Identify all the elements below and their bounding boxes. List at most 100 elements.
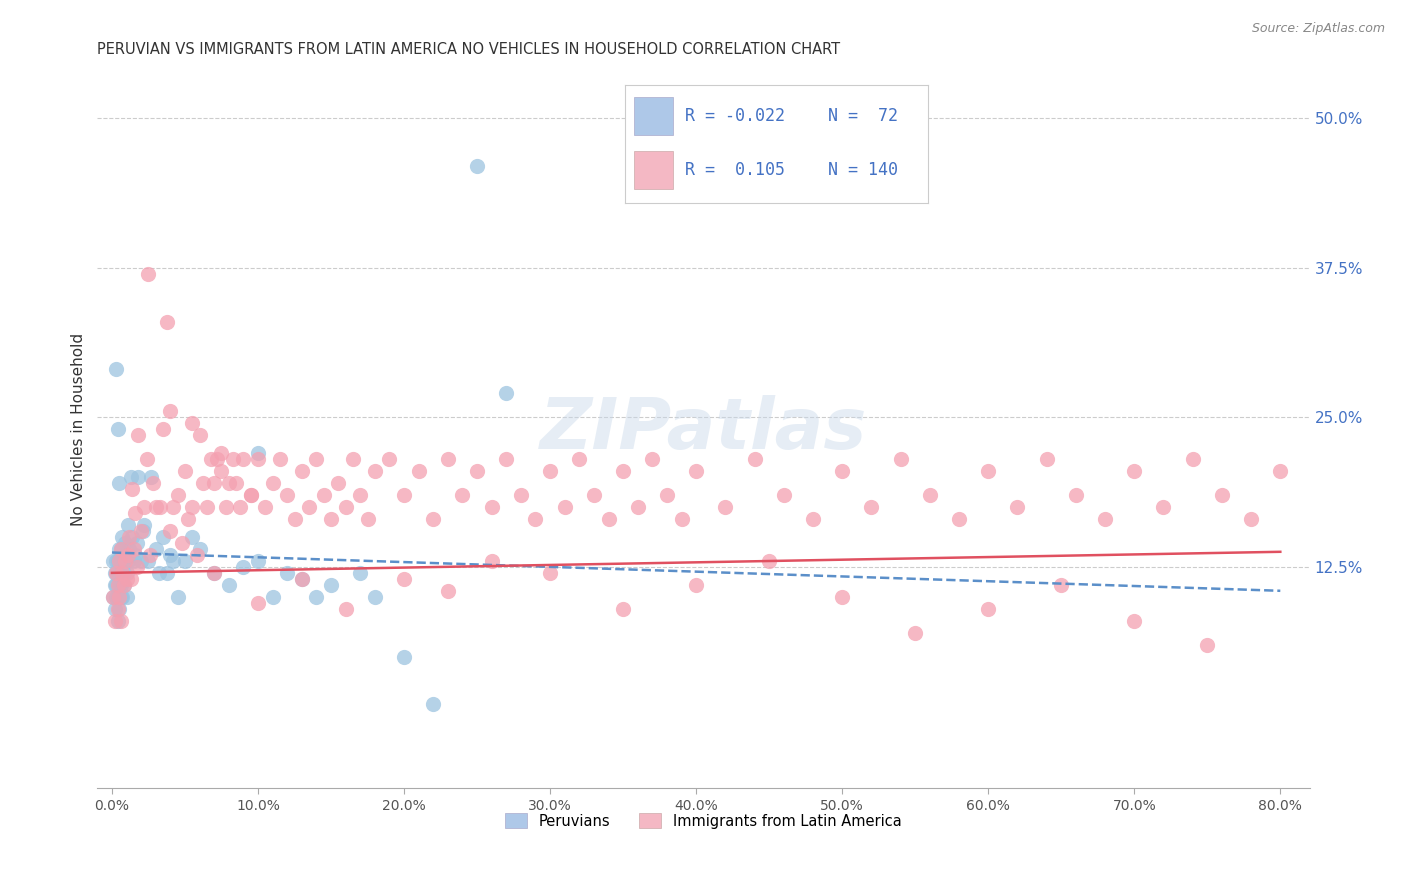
Point (232, 452, 254, 467)
Point (283, 512, 305, 526)
Point (364, 590, 387, 604)
Point (118, 530, 141, 544)
Point (166, 488, 188, 502)
Point (107, 590, 129, 604)
Point (186, 548, 208, 562)
Point (568, 452, 591, 467)
Point (1181, 452, 1204, 467)
Point (108, 566, 131, 580)
Point (239, 488, 262, 502)
Point (378, 452, 401, 467)
Point (554, 500, 576, 514)
Point (218, 476, 240, 491)
Text: Source: ZipAtlas.com: Source: ZipAtlas.com (1251, 22, 1385, 36)
Point (758, 554, 780, 568)
Point (671, 512, 693, 526)
Point (305, 452, 328, 467)
Point (115, 572, 138, 586)
Point (181, 500, 204, 514)
Point (291, 572, 314, 586)
Point (1270, 464, 1292, 478)
Point (148, 566, 170, 580)
Point (103, 590, 125, 604)
Point (918, 488, 941, 502)
Legend: Peruvians, Immigrants from Latin America: Peruvians, Immigrants from Latin America (499, 807, 908, 835)
Point (627, 500, 650, 514)
Point (145, 500, 167, 514)
Point (111, 590, 134, 604)
Point (124, 506, 146, 520)
Point (181, 530, 204, 544)
Point (408, 464, 430, 478)
Text: PERUVIAN VS IMMIGRANTS FROM LATIN AMERICA NO VEHICLES IN HOUSEHOLD CORRELATION C: PERUVIAN VS IMMIGRANTS FROM LATIN AMERIC… (97, 42, 841, 57)
Point (1197, 638, 1219, 652)
Point (335, 500, 357, 514)
Point (104, 578, 127, 592)
Point (495, 386, 517, 401)
Point (131, 524, 153, 538)
Point (685, 578, 707, 592)
Point (174, 554, 197, 568)
Point (122, 554, 145, 568)
Point (107, 601, 129, 615)
Point (138, 554, 160, 568)
Point (129, 524, 152, 538)
Point (120, 572, 142, 586)
Point (105, 566, 128, 580)
Point (115, 566, 138, 580)
Point (124, 548, 146, 562)
Point (108, 476, 131, 491)
Point (202, 566, 225, 580)
Point (170, 536, 193, 550)
Point (145, 541, 167, 556)
Point (111, 554, 134, 568)
Point (108, 554, 131, 568)
Point (392, 572, 415, 586)
Point (129, 554, 152, 568)
Point (121, 482, 143, 496)
Point (319, 512, 342, 526)
Point (1123, 464, 1146, 478)
Point (202, 476, 225, 491)
Point (465, 464, 488, 478)
Point (166, 590, 188, 604)
Point (495, 452, 517, 467)
Point (118, 541, 141, 556)
Point (117, 518, 139, 533)
Point (319, 578, 342, 592)
Y-axis label: No Vehicles in Household: No Vehicles in Household (72, 333, 86, 526)
Point (152, 530, 174, 544)
Point (685, 464, 707, 478)
Point (112, 578, 135, 592)
Point (291, 572, 314, 586)
Point (112, 566, 135, 580)
Point (142, 476, 165, 491)
Point (714, 500, 737, 514)
Point (392, 488, 415, 502)
Point (195, 500, 218, 514)
Point (141, 470, 163, 484)
Point (104, 614, 127, 628)
Point (451, 488, 474, 502)
Point (1211, 488, 1233, 502)
Point (174, 464, 197, 478)
Point (110, 541, 132, 556)
Point (105, 554, 128, 568)
Point (104, 566, 127, 580)
Point (108, 578, 131, 592)
Point (342, 452, 364, 467)
Point (1035, 452, 1057, 467)
Point (328, 476, 350, 491)
Point (538, 464, 561, 478)
Point (291, 464, 314, 478)
Point (110, 541, 132, 556)
Point (139, 548, 162, 562)
Point (122, 541, 145, 556)
Point (305, 590, 328, 604)
Point (904, 625, 927, 640)
Point (117, 554, 139, 568)
Point (188, 428, 211, 442)
Point (335, 601, 357, 615)
Point (107, 422, 129, 436)
Point (1240, 512, 1263, 526)
